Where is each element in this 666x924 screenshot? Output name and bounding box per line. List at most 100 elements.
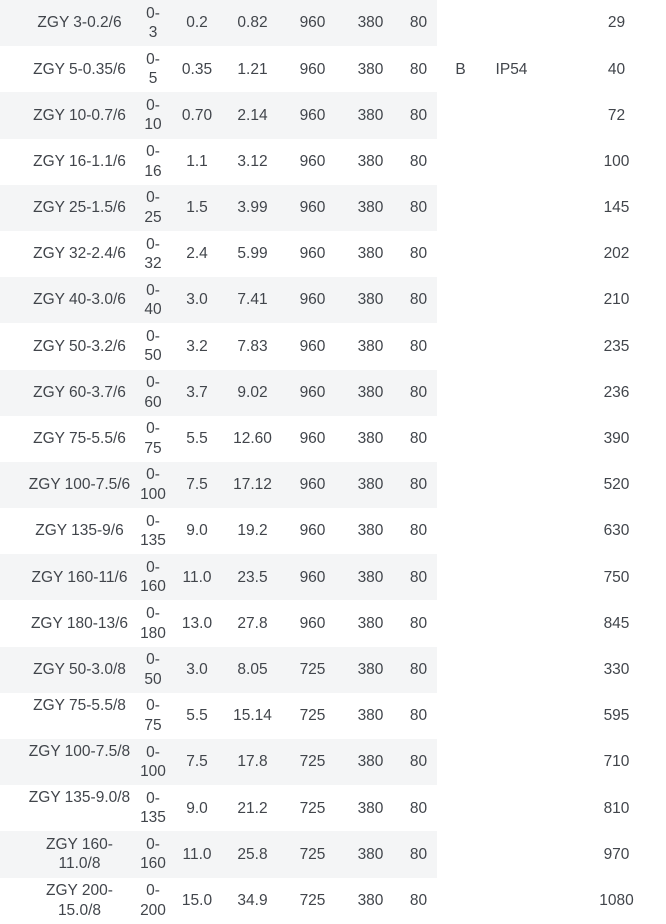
cell-speed: 960 xyxy=(284,184,341,231)
cell-current: 3.12 xyxy=(237,152,268,170)
cell-voltage: 380 xyxy=(357,60,384,78)
cell-protection-rating xyxy=(484,600,539,646)
cell-noise: 80 xyxy=(409,245,428,263)
cell-voltage: 380 xyxy=(341,184,400,231)
cell-speed: 960 xyxy=(284,554,341,601)
cell-protection-rating xyxy=(484,462,539,508)
cell-speed: 725 xyxy=(299,799,326,817)
cell-weight: 145 xyxy=(603,199,630,217)
cell-noise: 80 xyxy=(400,646,437,693)
cell-insulation-class xyxy=(437,508,484,554)
cell-model: ZGY 60-3.7/6 xyxy=(0,369,133,416)
cell-insulation-class xyxy=(437,231,484,277)
cell-range: 0- 32 xyxy=(144,235,162,273)
cell-range: 0- 75 xyxy=(144,420,162,457)
cell-current: 15.14 xyxy=(233,707,272,725)
cell-protection-rating xyxy=(484,785,539,831)
cell-insulation-class xyxy=(437,878,484,924)
cell-protection-rating xyxy=(484,693,539,739)
cell-protection-rating xyxy=(484,647,539,693)
cell-range: 0- 100 xyxy=(133,739,173,786)
cell-power: 15.0 xyxy=(181,891,213,909)
cell-power: 11.0 xyxy=(173,554,221,601)
cell-protection-rating xyxy=(484,739,539,785)
cell-power: 3.0 xyxy=(173,277,221,324)
cell-range: 0- 135 xyxy=(140,789,166,827)
cell-range: 0- 3 xyxy=(133,0,173,47)
cell-power: 9.0 xyxy=(186,799,208,817)
cell-power: 1.5 xyxy=(173,184,221,231)
cell-speed: 960 xyxy=(284,277,341,324)
table-row: ZGY 100-7.5/8 0- 100 7.5 17.8 725 380 80 710 xyxy=(0,739,666,786)
cell-speed: 960 xyxy=(299,152,326,170)
cell-weight: 210 xyxy=(603,291,630,309)
cell-speed: 725 xyxy=(299,707,326,725)
table-row: ZGY 75-5.5/8 0- 75 5.5 15.14 725 380 80 595 xyxy=(0,693,666,739)
cell-weight: 202 xyxy=(603,245,630,263)
cell-weight: 845 xyxy=(603,614,630,632)
cell-power: 3.0 xyxy=(173,646,221,693)
cell-noise: 80 xyxy=(400,554,437,601)
cell-power: 0.35 xyxy=(181,60,213,78)
cell-current: 12.60 xyxy=(233,430,272,448)
cell-power: 5.5 xyxy=(186,707,208,725)
cell-current: 27.8 xyxy=(237,614,268,632)
cell-speed: 960 xyxy=(284,92,341,139)
cell-voltage: 380 xyxy=(341,461,400,509)
cell-speed: 960 xyxy=(299,245,326,263)
cell-noise: 80 xyxy=(409,337,428,355)
table-row: ZGY 16-1.1/6 0- 16 1.1 3.12 960 380 80 100 xyxy=(0,139,666,185)
cell-noise: 80 xyxy=(400,369,437,416)
cell-model: ZGY 10-0.7/6 xyxy=(0,92,133,139)
cell-insulation-class xyxy=(437,554,484,600)
cell-speed: 960 xyxy=(299,60,326,78)
cell-voltage: 380 xyxy=(357,337,384,355)
cell-insulation-class xyxy=(437,831,484,877)
cell-power: 2.4 xyxy=(186,245,208,263)
cell-weight: 100 xyxy=(603,152,630,170)
cell-noise: 80 xyxy=(409,430,428,448)
cell-range: 0- 135 xyxy=(140,512,166,550)
cell-range: 0- 5 xyxy=(146,50,160,88)
cell-range: 0- 16 xyxy=(144,143,162,180)
table-row: ZGY 135-9.0/8 0- 135 9.0 21.2 725 380 80 810 xyxy=(0,785,666,831)
cell-model: ZGY 160-11/6 xyxy=(0,554,133,601)
cell-model: ZGY 75-5.5/6 xyxy=(33,430,126,448)
cell-range: 0- 160 xyxy=(133,831,173,878)
cell-protection-rating xyxy=(484,92,539,138)
cell-current: 23.5 xyxy=(221,554,284,601)
cell-model: ZGY 40-3.0/6 xyxy=(0,277,133,324)
cell-protection-rating xyxy=(484,508,539,554)
cell-model: ZGY 100-7.5/8 xyxy=(0,739,133,786)
cell-insulation-class xyxy=(437,139,484,185)
cell-voltage: 380 xyxy=(341,554,400,601)
table-row: ZGY 75-5.5/6 0- 75 5.5 12.60 960 380 80 390 xyxy=(0,416,666,462)
cell-model: ZGY 100-7.5/6 xyxy=(0,461,133,509)
cell-noise: 80 xyxy=(409,799,428,817)
cell-speed: 960 xyxy=(284,369,341,416)
cell-protection-rating xyxy=(484,0,539,46)
cell-model: ZGY 32-2.4/6 xyxy=(33,245,126,263)
cell-insulation-class: B xyxy=(455,60,466,78)
cell-power: 0.70 xyxy=(173,92,221,139)
cell-voltage: 380 xyxy=(357,614,384,632)
cell-weight: 520 xyxy=(603,476,630,494)
cell-current: 19.2 xyxy=(237,522,268,540)
cell-power: 1.1 xyxy=(186,152,208,170)
cell-current: 8.05 xyxy=(221,646,284,693)
cell-range: 0- 160 xyxy=(133,554,173,601)
cell-current: 21.2 xyxy=(237,799,268,817)
cell-voltage: 380 xyxy=(341,739,400,786)
table-row: ZGY 50-3.0/8 0- 50 3.0 8.05 725 380 80 330 xyxy=(0,646,666,693)
table-row: ZGY 50-3.2/6 0- 50 3.2 7.83 960 380 80 235 xyxy=(0,323,666,369)
cell-voltage: 380 xyxy=(357,707,384,725)
cell-noise: 80 xyxy=(400,0,437,47)
cell-insulation-class xyxy=(437,92,484,138)
cell-weight: 236 xyxy=(603,383,630,401)
cell-insulation-class xyxy=(437,0,484,46)
cell-current: 7.41 xyxy=(221,277,284,324)
cell-model: ZGY 135-9.0/8 xyxy=(28,789,131,807)
cell-insulation-class xyxy=(437,370,484,416)
table-row: ZGY 160-11/6 0- 160 11.0 23.5 960 380 80 750 xyxy=(0,554,666,601)
